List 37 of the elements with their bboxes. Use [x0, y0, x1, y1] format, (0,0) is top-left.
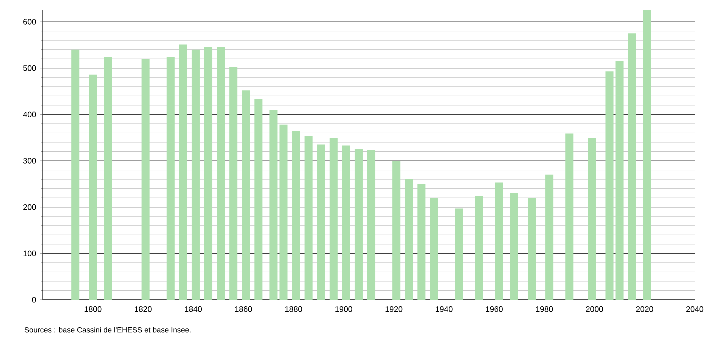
bar: [643, 10, 652, 300]
bar: [304, 136, 313, 300]
bar: [628, 34, 636, 300]
bar: [392, 161, 401, 300]
bar: [230, 66, 238, 300]
bar: [616, 60, 624, 300]
bar: [418, 184, 426, 300]
bar: [72, 50, 80, 300]
bar: [104, 57, 112, 300]
bar: [204, 48, 213, 300]
bar: [142, 59, 150, 300]
bar: [475, 196, 484, 300]
bar: [166, 57, 175, 300]
bar: [455, 208, 464, 300]
bar: [430, 198, 438, 300]
bar: [405, 179, 414, 300]
bar: [254, 99, 263, 300]
bar: [292, 131, 300, 300]
bar: [179, 44, 188, 300]
bar: [588, 138, 596, 300]
bar: [89, 74, 98, 300]
bar: [330, 138, 338, 300]
bar: [368, 150, 376, 300]
bar: [354, 148, 363, 300]
bar: [217, 48, 226, 300]
bar: [510, 192, 518, 300]
bar: [192, 50, 200, 300]
bar: [546, 174, 554, 300]
bar: [566, 134, 574, 300]
bar: [342, 146, 350, 300]
bar: [280, 124, 288, 300]
bar: [270, 110, 278, 300]
bar: [317, 144, 326, 300]
bar: [495, 182, 504, 300]
bar: [606, 72, 614, 300]
bar: [528, 198, 536, 300]
bar: [242, 90, 250, 300]
